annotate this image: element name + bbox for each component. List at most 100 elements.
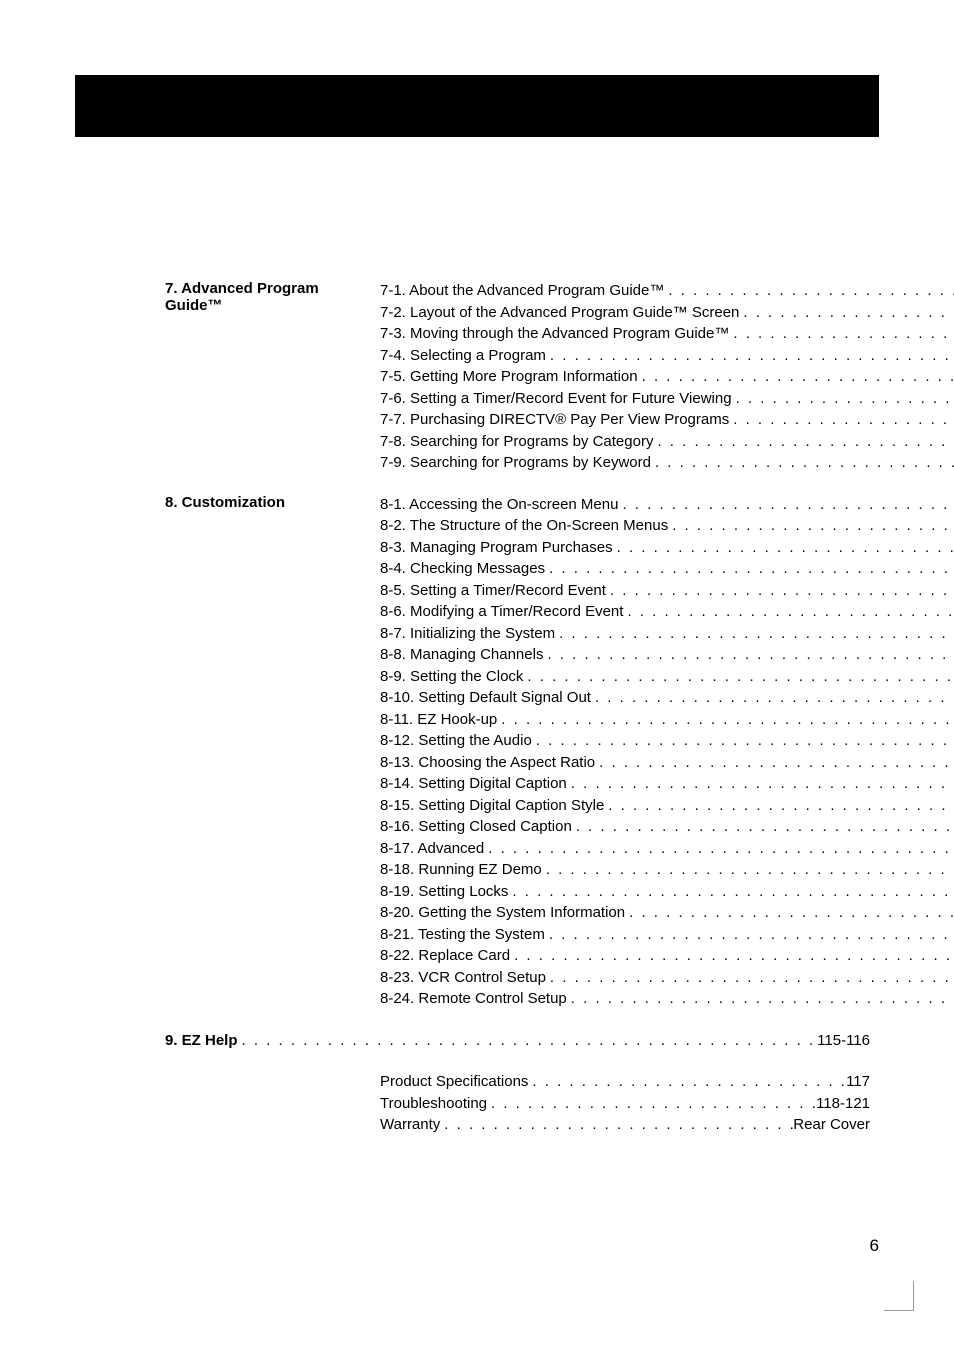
toc-dots — [508, 881, 954, 903]
toc-text: 8-1. Accessing the On-screen Menu — [380, 494, 618, 516]
toc-item: 7-4. Selecting a Program55 — [380, 345, 954, 367]
toc-text: 8-18. Running EZ Demo — [380, 859, 542, 881]
toc-page: 117 — [846, 1071, 870, 1093]
toc-item: 8-11. EZ Hook-up84 — [380, 709, 954, 731]
toc-item: 8-14. Setting Digital Caption94 — [380, 773, 954, 795]
toc-text: 7-1. About the Advanced Program Guide™ — [380, 280, 664, 302]
toc-text: 8-6. Modifying a Timer/Record Event — [380, 601, 623, 623]
toc-item: 7-7. Purchasing DIRECTV® Pay Per View Pr… — [380, 409, 954, 431]
toc-text: 8-13. Choosing the Aspect Ratio — [380, 752, 595, 774]
toc-text: 8-12. Setting the Audio — [380, 730, 532, 752]
toc-text: 7-5. Getting More Program Information — [380, 366, 638, 388]
header-black-bar — [75, 75, 879, 137]
toc-item: 8-1. Accessing the On-screen Menu63 — [380, 494, 954, 516]
toc-text: 8-4. Checking Messages — [380, 558, 545, 580]
toc-dots — [523, 666, 954, 688]
toc-dots — [625, 902, 954, 924]
toc-dots — [729, 323, 954, 345]
toc-text: 8-5. Setting a Timer/Record Event — [380, 580, 606, 602]
toc-item: 8-22. Replace Card112 — [380, 945, 954, 967]
toc-page: 115-116 — [817, 1030, 870, 1052]
toc-dots — [729, 409, 954, 431]
toc-item: 8-8. Managing Channels77-80 — [380, 644, 954, 666]
toc-dots — [440, 1114, 793, 1136]
toc-dots — [238, 1030, 818, 1052]
toc-text: 8-19. Setting Locks — [380, 881, 508, 903]
toc-dots — [567, 988, 954, 1010]
toc-text: 8-11. EZ Hook-up — [380, 709, 497, 731]
toc-dots — [555, 623, 954, 645]
toc-dots — [532, 730, 954, 752]
toc-page: Rear Cover — [793, 1114, 870, 1136]
toc-dots — [653, 431, 954, 453]
appendix: Product Specifications117 Troubleshootin… — [380, 1071, 870, 1136]
toc-dots — [732, 388, 954, 410]
toc-item: 8-3. Managing Program Purchases65 — [380, 537, 954, 559]
toc-dots — [545, 558, 954, 580]
toc-item: 8-4. Checking Messages66 — [380, 558, 954, 580]
toc-dots — [651, 452, 954, 474]
toc-dots — [543, 644, 954, 666]
toc-item: 8-7. Initializing the System69-76 — [380, 623, 954, 645]
toc-text: 8-20. Getting the System Information — [380, 902, 625, 924]
toc-item: Warranty Rear Cover — [380, 1114, 870, 1136]
section-8-title: 8. Customization — [165, 494, 380, 1010]
toc-item: 7-3. Moving through the Advanced Program… — [380, 323, 954, 345]
toc-text: Warranty — [380, 1114, 440, 1136]
toc-text: 8-14. Setting Digital Caption — [380, 773, 567, 795]
toc-text: 8-7. Initializing the System — [380, 623, 555, 645]
toc-dots — [613, 537, 954, 559]
toc-text: 8-21. Testing the System — [380, 924, 545, 946]
toc-text: 8-3. Managing Program Purchases — [380, 537, 613, 559]
toc-text: 7-3. Moving through the Advanced Program… — [380, 323, 729, 345]
toc-dots — [606, 580, 954, 602]
toc-item: 8-6. Modifying a Timer/Record Event68 — [380, 601, 954, 623]
toc-text: 8-22. Replace Card — [380, 945, 510, 967]
toc-item: 7-9. Searching for Programs by Keyword62 — [380, 452, 954, 474]
toc-page: 118-121 — [816, 1093, 870, 1115]
toc-item: 8-17. Advanced97 — [380, 838, 954, 860]
toc-item: 7-2. Layout of the Advanced Program Guid… — [380, 302, 954, 324]
toc-dots — [546, 967, 954, 989]
toc-item: 8-15. Setting Digital Caption Style95 — [380, 795, 954, 817]
toc-dots — [739, 302, 954, 324]
toc-item: 8-20. Getting the System Information105-… — [380, 902, 954, 924]
toc-text: Troubleshooting — [380, 1093, 487, 1115]
section-7-items: 7-1. About the Advanced Program Guide™50… — [380, 280, 954, 474]
toc-item: 8-16. Setting Closed Caption96 — [380, 816, 954, 838]
toc-dots — [510, 945, 954, 967]
toc-dots — [664, 280, 954, 302]
toc-item: 8-18. Running EZ Demo98 — [380, 859, 954, 881]
section-9-title: 9. EZ Help — [165, 1030, 238, 1052]
toc-dots — [604, 795, 954, 817]
toc-item: 7-1. About the Advanced Program Guide™50 — [380, 280, 954, 302]
toc-item: 8-10. Setting Default Signal Out83 — [380, 687, 954, 709]
toc-dots — [484, 838, 954, 860]
toc-text: 7-6. Setting a Timer/Record Event for Fu… — [380, 388, 732, 410]
toc-item: 8-2. The Structure of the On-Screen Menu… — [380, 515, 954, 537]
toc-dots — [591, 687, 954, 709]
toc-text: 7-9. Searching for Programs by Keyword — [380, 452, 651, 474]
toc-text: 7-4. Selecting a Program — [380, 345, 546, 367]
toc-dots — [623, 601, 954, 623]
toc-text: 8-15. Setting Digital Caption Style — [380, 795, 604, 817]
section-9: 9. EZ Help 115-116 — [165, 1030, 870, 1052]
corner-mark — [884, 1281, 914, 1311]
toc-content: 7. Advanced Program Guide™ 7-1. About th… — [165, 280, 870, 1136]
toc-text: 8-10. Setting Default Signal Out — [380, 687, 591, 709]
toc-dots — [546, 345, 954, 367]
toc-dots — [595, 752, 954, 774]
section-8-items: 8-1. Accessing the On-screen Menu63 8-2.… — [380, 494, 954, 1010]
toc-text: 8-23. VCR Control Setup — [380, 967, 546, 989]
toc-text: 8-2. The Structure of the On-Screen Menu… — [380, 515, 668, 537]
toc-dots — [542, 859, 954, 881]
toc-text: 7-8. Searching for Programs by Category — [380, 431, 653, 453]
toc-text: 8-16. Setting Closed Caption — [380, 816, 572, 838]
toc-item: 8-5. Setting a Timer/Record Event67 — [380, 580, 954, 602]
toc-dots — [528, 1071, 846, 1093]
toc-item: 8-21. Testing the System110-111 — [380, 924, 954, 946]
toc-item: 8-13. Choosing the Aspect Ratio91-93 — [380, 752, 954, 774]
toc-text: 8-17. Advanced — [380, 838, 484, 860]
toc-item: Troubleshooting 118-121 — [380, 1093, 870, 1115]
toc-dots — [567, 773, 954, 795]
